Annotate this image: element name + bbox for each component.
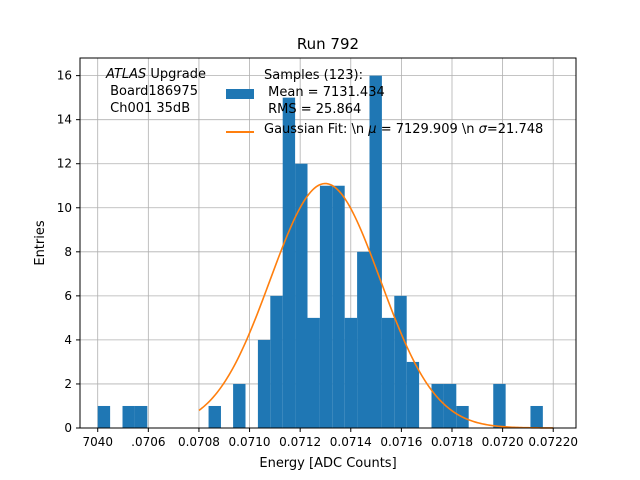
y-tick-label: 14: [57, 113, 72, 127]
atlas-label: ATLAS: [106, 67, 147, 82]
legend-fit-mu: μ: [368, 122, 377, 137]
histogram-bar: [208, 405, 221, 428]
x-axis-label: Energy [ADC Counts]: [259, 456, 396, 471]
histogram-bar: [381, 317, 395, 428]
x-tick-label: 0.0710: [229, 435, 271, 449]
histogram-bar: [319, 185, 333, 428]
x-tick-label: .0706: [131, 435, 165, 449]
histogram-bar: [270, 295, 283, 428]
y-tick-label: 4: [64, 333, 72, 347]
y-tick-label: 6: [64, 289, 72, 303]
plot-frame: [79, 57, 577, 429]
legend-fit-prefix: Gaussian Fit: \n: [264, 122, 369, 137]
y-axis-ticks: 0 2 4 6 8 10 12 14 16: [57, 69, 80, 435]
x-tick-label: 0.0716: [380, 435, 422, 449]
board-label: Board186975: [106, 84, 198, 99]
legend-fit-swatch: [226, 131, 254, 133]
histogram-bar: [369, 75, 382, 428]
legend-fit-label: Gaussian Fit: \n μ = 7129.909 \n σ=21.74…: [264, 122, 543, 137]
histogram-bar: [394, 295, 407, 428]
fit-curve: [198, 182, 554, 429]
legend-histogram-swatch: [226, 89, 254, 99]
histogram-bar: [406, 361, 420, 428]
legend-fit-sigma: σ: [478, 122, 487, 137]
atlas-annotation: ATLAS Upgrade Board186975 Ch001 35dB: [106, 66, 206, 117]
y-tick-label: 8: [64, 245, 72, 259]
y-tick-label: 0: [64, 421, 72, 435]
histogram-bar: [431, 383, 444, 428]
x-tick-label: 7040: [82, 435, 113, 449]
chart-title: Run 792: [297, 35, 359, 53]
histogram-bar: [295, 163, 308, 428]
x-tick-label: 0.0712: [279, 435, 321, 449]
x-tick-label: 0.0718: [431, 435, 473, 449]
gaussian-fit: [198, 182, 554, 429]
channel-label: Ch001 35dB: [106, 101, 191, 116]
histogram-bar: [97, 405, 111, 428]
y-tick-label: 2: [64, 377, 72, 391]
y-tick-label: 12: [57, 157, 72, 171]
histogram-bar: [493, 383, 506, 428]
histogram-bar: [282, 97, 296, 429]
histogram-bar: [530, 405, 543, 428]
y-tick-label: 16: [57, 69, 72, 83]
histogram-bar: [134, 405, 148, 428]
y-axis-label: Entries: [33, 220, 48, 266]
histogram-bar: [344, 317, 358, 428]
histogram-bar: [307, 317, 320, 428]
upgrade-label: Upgrade: [146, 67, 206, 82]
x-tick-label: 0.07220: [528, 435, 578, 449]
x-axis-ticks: 7040 .0706 0.0708 0.0710 0.0712 0.0714 0.0716 0…: [82, 428, 578, 449]
histogram-bar: [443, 383, 457, 428]
x-tick-label: 0.0708: [178, 435, 220, 449]
y-tick-label: 10: [57, 201, 72, 215]
legend-histogram-label: Samples (123): Mean = 7131.434 RMS = 25.…: [264, 68, 385, 117]
histogram-bar: [257, 339, 271, 428]
histogram-bar: [357, 251, 370, 428]
x-tick-label: 0.0720: [482, 435, 524, 449]
legend-fit-middle: = 7129.909 \n: [376, 122, 479, 137]
histogram-bar: [122, 405, 135, 428]
histogram-bar: [332, 185, 345, 428]
legend-fit-suffix: =21.748: [486, 122, 544, 137]
histogram-bars: [97, 75, 543, 429]
histogram-bar: [233, 383, 246, 428]
x-tick-label: 0.0714: [330, 435, 372, 449]
